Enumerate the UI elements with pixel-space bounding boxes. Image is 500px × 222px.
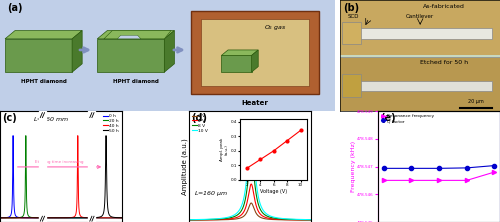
Text: O$_2$ gas: O$_2$ gas bbox=[264, 23, 286, 32]
Text: (d): (d) bbox=[192, 113, 208, 123]
Polygon shape bbox=[5, 31, 82, 39]
Text: (e): (e) bbox=[380, 113, 396, 123]
Polygon shape bbox=[72, 31, 82, 72]
Bar bbox=[88, 111, 96, 222]
Bar bbox=[340, 0, 500, 56]
Bar bbox=[340, 58, 500, 111]
Polygon shape bbox=[104, 31, 171, 39]
Text: (b): (b) bbox=[344, 3, 359, 13]
Legend: Resonance frequency, Q factor: Resonance frequency, Q factor bbox=[380, 113, 435, 124]
Polygon shape bbox=[222, 50, 258, 56]
Bar bbox=[342, 74, 361, 97]
Polygon shape bbox=[118, 35, 141, 39]
Text: $L$=160 mm: $L$=160 mm bbox=[33, 115, 70, 123]
Text: 20 μm: 20 μm bbox=[468, 99, 484, 104]
Text: Cantilever: Cantilever bbox=[406, 14, 434, 19]
Text: (c): (c) bbox=[2, 113, 17, 123]
Bar bbox=[356, 81, 492, 91]
Polygon shape bbox=[98, 31, 174, 39]
Text: (a): (a) bbox=[6, 3, 22, 13]
Text: SCD: SCD bbox=[348, 14, 359, 19]
Legend: 2 V, 4 V, 8 V, 10 V: 2 V, 4 V, 8 V, 10 V bbox=[191, 113, 208, 133]
Bar bbox=[191, 11, 318, 94]
Text: Etching time increasing: Etching time increasing bbox=[36, 160, 84, 164]
Bar bbox=[356, 28, 492, 39]
Legend: 0 h, 20 h, 40 h, 50 h: 0 h, 20 h, 40 h, 50 h bbox=[102, 113, 120, 133]
Bar bbox=[39, 111, 46, 222]
Bar bbox=[98, 39, 164, 72]
Text: HPHT diamond: HPHT diamond bbox=[113, 79, 159, 84]
Polygon shape bbox=[252, 50, 258, 72]
Text: $L$=160 μm: $L$=160 μm bbox=[194, 188, 228, 198]
Bar bbox=[201, 20, 308, 86]
Y-axis label: Frequency (kHz): Frequency (kHz) bbox=[350, 141, 356, 192]
Text: Heater: Heater bbox=[242, 100, 268, 106]
Polygon shape bbox=[164, 31, 174, 72]
Bar bbox=[342, 22, 361, 44]
Text: HPHT diamond: HPHT diamond bbox=[20, 79, 66, 84]
Bar bbox=[222, 56, 252, 72]
Bar bbox=[5, 39, 72, 72]
Y-axis label: Amplitude (a.u.): Amplitude (a.u.) bbox=[181, 138, 188, 195]
Text: As-fabricated: As-fabricated bbox=[423, 4, 465, 10]
Text: Etched for 50 h: Etched for 50 h bbox=[420, 60, 468, 65]
